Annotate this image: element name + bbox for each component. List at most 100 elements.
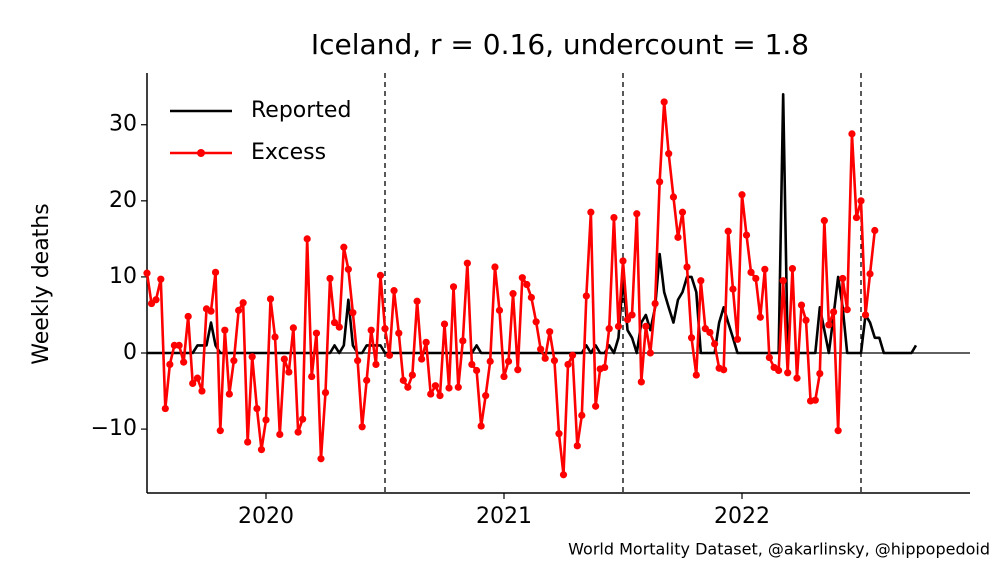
data-point [537, 345, 545, 353]
x-tick-label: 2021 [476, 504, 532, 529]
data-point [651, 299, 659, 308]
data-point [280, 355, 288, 363]
data-point [550, 357, 559, 365]
data-point [843, 306, 851, 314]
data-point [289, 324, 297, 332]
data-point [285, 368, 293, 376]
data-point [427, 390, 435, 398]
data-point [514, 366, 522, 374]
data-point [349, 309, 357, 317]
data-point [811, 396, 819, 404]
data-point [866, 270, 874, 278]
data-point [546, 328, 554, 336]
data-point [555, 430, 563, 438]
data-point [445, 384, 453, 392]
data-point [294, 428, 302, 436]
data-point [225, 390, 233, 398]
data-point [239, 299, 247, 307]
data-point [834, 427, 842, 435]
y-tick-label: 30 [109, 112, 137, 137]
data-point [440, 320, 449, 328]
data-point [244, 438, 252, 446]
legend-label: Excess [251, 140, 326, 165]
data-point [779, 277, 787, 285]
data-point [344, 265, 352, 273]
data-point [761, 265, 769, 273]
data-point [180, 358, 188, 366]
data-point [363, 376, 371, 384]
data-point [733, 335, 742, 343]
data-point [418, 355, 426, 363]
data-point [756, 313, 764, 321]
data-point [656, 178, 664, 186]
data-point [477, 422, 485, 430]
data-point [257, 446, 266, 454]
data-point [619, 257, 627, 265]
data-point [523, 280, 531, 289]
data-point [413, 297, 421, 305]
data-point [422, 338, 430, 346]
data-point [367, 326, 375, 334]
data-point [674, 233, 682, 241]
data-point [601, 363, 609, 372]
data-point [376, 271, 385, 279]
data-point [642, 322, 650, 330]
data-point [605, 325, 613, 333]
data-point [747, 268, 755, 276]
data-point [335, 323, 343, 331]
data-point [825, 321, 833, 329]
data-point [312, 329, 321, 337]
data-point [775, 366, 783, 375]
data-point [216, 427, 224, 435]
data-point [802, 316, 810, 324]
data-point [193, 374, 202, 382]
data-point [692, 371, 700, 379]
data-point [404, 383, 412, 391]
data-point [871, 226, 879, 235]
data-point [436, 392, 444, 400]
data-point [189, 379, 197, 388]
data-point [454, 383, 462, 391]
data-point [340, 243, 348, 251]
data-point [816, 369, 824, 378]
data-point [459, 337, 467, 345]
data-point [321, 388, 330, 397]
data-point [765, 353, 773, 362]
data-point [276, 430, 284, 439]
data-point [628, 311, 636, 319]
data-point [660, 98, 668, 106]
data-point [491, 263, 499, 271]
data-point [152, 296, 160, 304]
data-point [646, 349, 654, 357]
data-point [303, 235, 311, 243]
data-point [678, 208, 687, 216]
data-point [463, 259, 471, 267]
data-point [564, 360, 572, 369]
data-point [720, 366, 728, 374]
data-point [235, 306, 243, 314]
data-point [221, 326, 229, 334]
data-point [399, 376, 407, 384]
x-tick-label: 2020 [238, 504, 294, 529]
data-point [614, 322, 623, 330]
data-point [354, 357, 362, 365]
data-point [724, 227, 732, 235]
data-point [623, 315, 632, 324]
y-tick-label: 20 [109, 188, 137, 213]
chart-title: Iceland, r = 0.16, undercount = 1.8 [311, 28, 809, 61]
data-point [839, 274, 847, 283]
data-point [665, 150, 673, 158]
data-point [793, 374, 801, 382]
data-point [784, 369, 792, 377]
data-point [482, 392, 490, 400]
data-point [509, 290, 517, 298]
y-tick-label: 10 [109, 264, 137, 289]
data-point [372, 360, 380, 369]
data-point [738, 191, 746, 199]
data-point [527, 293, 535, 302]
data-point [381, 325, 389, 333]
data-point [308, 372, 316, 381]
data-point [317, 455, 325, 463]
data-point [582, 292, 590, 300]
